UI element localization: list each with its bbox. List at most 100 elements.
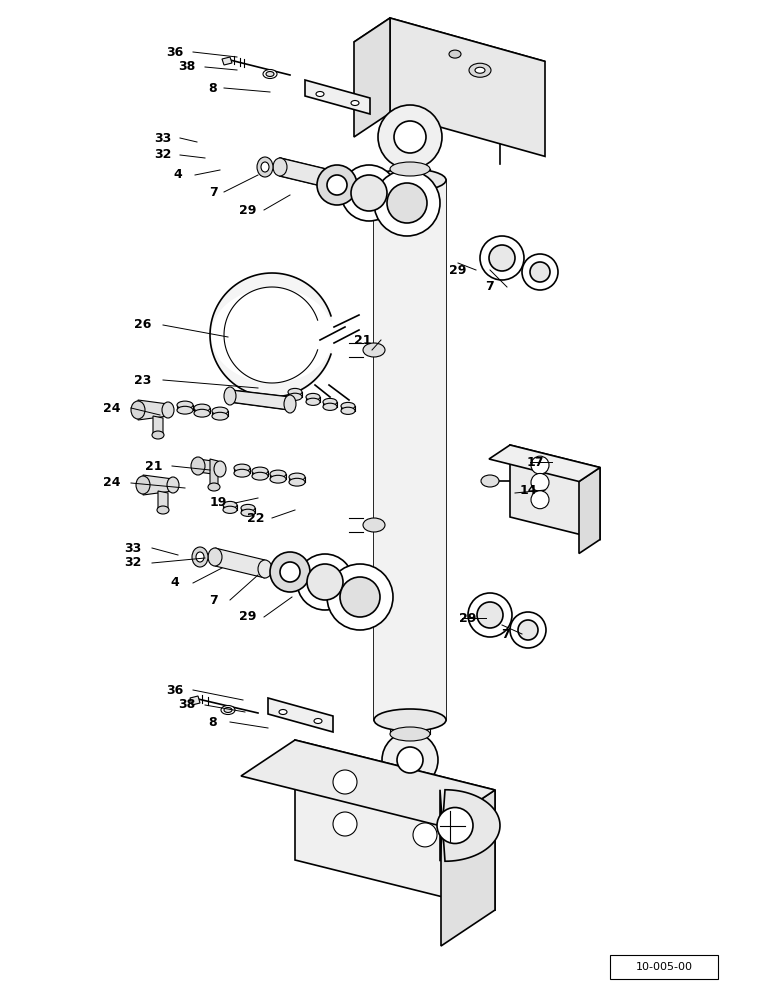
Circle shape (327, 564, 393, 630)
Ellipse shape (191, 457, 205, 475)
Ellipse shape (475, 67, 485, 73)
Text: 7: 7 (209, 593, 217, 606)
Ellipse shape (223, 506, 237, 513)
Ellipse shape (363, 343, 385, 357)
Polygon shape (153, 416, 163, 436)
Ellipse shape (270, 475, 286, 483)
Circle shape (333, 770, 357, 794)
Ellipse shape (289, 473, 305, 481)
Circle shape (382, 732, 438, 788)
Ellipse shape (241, 504, 255, 512)
Ellipse shape (152, 431, 164, 439)
Circle shape (307, 564, 343, 600)
Circle shape (397, 747, 423, 773)
Circle shape (480, 236, 524, 280)
Text: 26: 26 (135, 318, 152, 332)
Text: 32: 32 (125, 556, 141, 570)
Text: 24: 24 (103, 477, 121, 489)
Circle shape (489, 245, 515, 271)
Text: 21: 21 (145, 460, 163, 473)
Ellipse shape (224, 387, 236, 405)
Polygon shape (440, 790, 500, 861)
Bar (374, 180, 446, 720)
Circle shape (351, 175, 387, 211)
Ellipse shape (469, 63, 491, 77)
Text: 24: 24 (103, 401, 121, 414)
Text: 29: 29 (239, 204, 257, 217)
Ellipse shape (177, 406, 193, 414)
Polygon shape (510, 445, 600, 540)
Ellipse shape (214, 461, 226, 477)
Ellipse shape (306, 393, 320, 401)
Text: 7: 7 (501, 628, 509, 641)
Ellipse shape (316, 92, 324, 97)
Ellipse shape (449, 50, 461, 58)
Ellipse shape (194, 404, 210, 412)
Ellipse shape (351, 101, 359, 105)
Bar (610, 955, 718, 979)
Ellipse shape (167, 477, 179, 493)
Circle shape (518, 620, 538, 640)
Ellipse shape (288, 393, 302, 400)
Circle shape (531, 456, 549, 474)
Ellipse shape (306, 398, 320, 405)
Circle shape (510, 612, 546, 648)
Polygon shape (198, 459, 220, 475)
Polygon shape (280, 158, 330, 188)
Ellipse shape (314, 718, 322, 724)
Circle shape (394, 121, 426, 153)
Ellipse shape (323, 403, 337, 410)
Text: 14: 14 (519, 484, 537, 496)
Ellipse shape (223, 501, 237, 509)
Polygon shape (210, 459, 218, 489)
Circle shape (340, 577, 380, 617)
Ellipse shape (279, 710, 287, 714)
Text: 4: 4 (171, 576, 179, 589)
Circle shape (387, 183, 427, 223)
Ellipse shape (266, 72, 274, 77)
Circle shape (374, 170, 440, 236)
Ellipse shape (341, 407, 355, 414)
Text: 17: 17 (526, 456, 543, 468)
Text: 33: 33 (154, 131, 172, 144)
Text: 19: 19 (209, 496, 226, 510)
Polygon shape (579, 468, 600, 554)
Ellipse shape (257, 157, 273, 177)
Ellipse shape (289, 478, 305, 486)
Ellipse shape (341, 402, 355, 410)
Ellipse shape (252, 467, 268, 475)
Text: 38: 38 (179, 60, 195, 74)
Text: 29: 29 (239, 610, 257, 624)
Text: 29: 29 (449, 263, 467, 276)
Circle shape (530, 262, 550, 282)
Ellipse shape (196, 552, 204, 562)
Text: 36: 36 (166, 45, 184, 58)
Ellipse shape (177, 401, 193, 409)
Text: 21: 21 (354, 334, 372, 347)
Ellipse shape (390, 162, 430, 176)
Text: 8: 8 (209, 716, 217, 728)
Ellipse shape (212, 407, 228, 415)
Circle shape (437, 808, 473, 844)
Polygon shape (215, 548, 265, 578)
Polygon shape (222, 57, 232, 65)
Polygon shape (295, 740, 495, 910)
Ellipse shape (136, 476, 150, 494)
Ellipse shape (162, 402, 174, 418)
Ellipse shape (194, 409, 210, 417)
Polygon shape (489, 445, 600, 482)
Ellipse shape (252, 472, 268, 480)
Circle shape (468, 593, 512, 637)
Polygon shape (230, 390, 290, 410)
Text: 36: 36 (166, 684, 184, 696)
Polygon shape (158, 491, 168, 511)
Ellipse shape (131, 401, 145, 419)
Ellipse shape (284, 395, 296, 413)
Text: 8: 8 (209, 82, 217, 95)
Polygon shape (354, 18, 390, 137)
Ellipse shape (263, 70, 277, 79)
Text: 32: 32 (154, 148, 172, 161)
Polygon shape (390, 18, 545, 156)
Polygon shape (305, 80, 370, 114)
Polygon shape (143, 475, 173, 495)
